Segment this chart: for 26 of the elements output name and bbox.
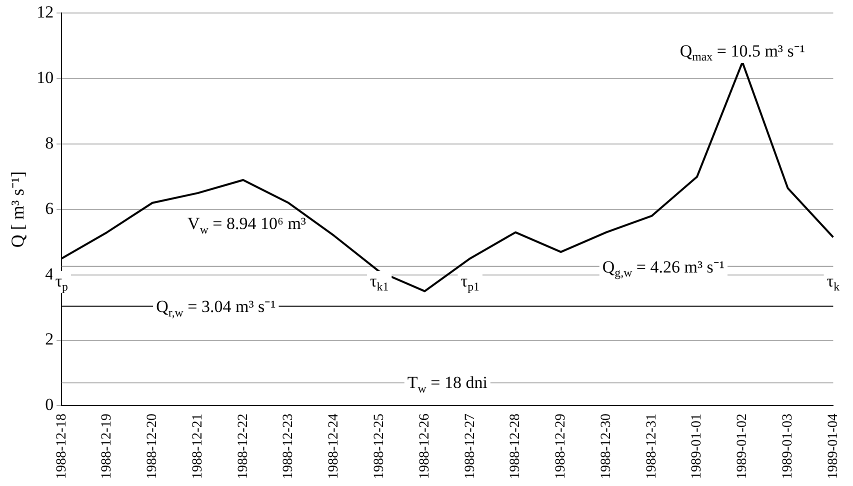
- y-tick-label: 8: [45, 133, 54, 152]
- y-tick-label: 10: [36, 68, 54, 88]
- x-tick-label: 1988-12-27: [462, 414, 478, 480]
- x-tick-label: 1989-01-04: [826, 414, 841, 480]
- x-tick-label: 1988-12-18: [54, 414, 70, 480]
- x-tick-label: 1988-12-24: [326, 414, 342, 480]
- y-tick-label: 6: [45, 198, 54, 218]
- x-tick-label: 1988-12-25: [372, 414, 387, 480]
- x-tick-label: 1988-12-29: [554, 414, 569, 480]
- y-tick-label: 2: [45, 330, 54, 349]
- x-tick-label: 1989-01-03: [780, 414, 796, 480]
- y-tick-label: 12: [36, 2, 54, 22]
- x-tick-label: 1988-12-22: [236, 414, 251, 480]
- x-tick-label: 1988-12-28: [508, 414, 524, 480]
- x-tick-label: 1988-12-20: [145, 414, 160, 480]
- x-tick-label: 1988-12-19: [100, 414, 115, 480]
- x-tick-label: 1988-12-21: [190, 414, 206, 480]
- x-tick-label: 1988-12-31: [644, 414, 660, 480]
- y-tick-label: 4: [45, 264, 54, 284]
- x-tick-label: 1989-01-01: [690, 414, 705, 480]
- y-tick-label: 0: [45, 395, 54, 414]
- x-tick-label: 1988-12-26: [417, 414, 432, 480]
- x-tick-label: 1988-12-30: [598, 414, 614, 480]
- y-axis-title: Q [ m³ s⁻¹]: [8, 171, 28, 248]
- x-tick-label: 1989-01-02: [735, 414, 750, 480]
- x-tick-label: 1988-12-23: [281, 414, 296, 480]
